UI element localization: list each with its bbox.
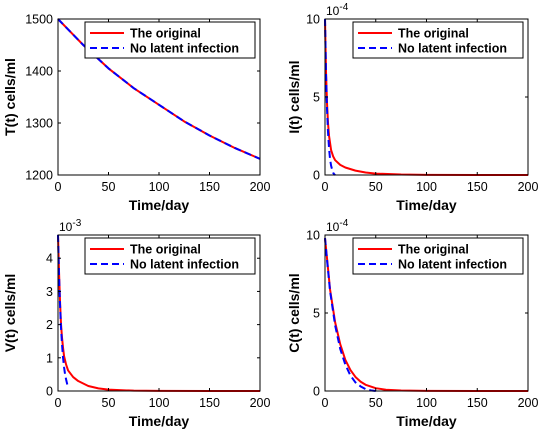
legend-label: The original: [130, 243, 201, 257]
y-axis-multiplier: 10-4: [326, 2, 349, 18]
x-axis-label: Time/day: [129, 197, 190, 213]
x-tick-label: 0: [55, 396, 62, 410]
x-tick-label: 100: [149, 396, 170, 410]
x-tick-label: 0: [322, 180, 329, 194]
x-tick-label: 200: [518, 396, 539, 410]
y-tick-label: 3: [46, 285, 53, 299]
x-axis-label: Time/day: [396, 413, 457, 429]
y-tick-label: 10: [306, 229, 320, 243]
x-tick-label: 0: [55, 180, 62, 194]
y-axis-label: T(t) cells/ml: [2, 58, 18, 136]
y-tick-label: 0: [46, 385, 53, 399]
x-axis-label: Time/day: [129, 413, 190, 429]
x-tick-label: 150: [467, 396, 488, 410]
legend-label: No latent infection: [130, 258, 239, 272]
legend-label: The original: [398, 27, 469, 41]
y-tick-label: 10: [306, 13, 320, 27]
x-tick-label: 150: [467, 180, 488, 194]
y-tick-label: 1: [46, 351, 53, 365]
x-tick-label: 150: [199, 396, 220, 410]
y-tick-label: 0: [313, 385, 320, 399]
x-tick-label: 100: [416, 180, 437, 194]
y-tick-label: 0: [313, 169, 320, 183]
x-tick-label: 200: [518, 180, 539, 194]
x-tick-label: 50: [369, 396, 383, 410]
x-tick-label: 0: [322, 396, 329, 410]
x-tick-label: 150: [199, 180, 220, 194]
t-cells-panel: 0 50 100 150 200 1200 1300 1400 1500 Time/day T(t)…: [2, 13, 270, 214]
y-axis-multiplier: 10-4: [326, 218, 349, 234]
x-tick-label: 100: [149, 180, 170, 194]
x-tick-label: 50: [102, 396, 116, 410]
x-tick-label: 100: [416, 396, 437, 410]
no-latent-series-line: [57, 234, 70, 388]
legend-label: No latent infection: [130, 42, 239, 56]
legend-box: [352, 237, 524, 275]
y-tick-label: 4: [46, 252, 53, 266]
legend-box: [84, 237, 256, 275]
y-axis-label: V(t) cells/ml: [2, 274, 18, 353]
multiplier-exponent: -4: [339, 218, 348, 229]
y-axis-label: C(t) cells/ml: [286, 273, 302, 352]
x-tick-label: 200: [250, 396, 271, 410]
v-cells-panel: 0 50 100 150 200 0 1 2 3 4 Time/day V(t) cells/ml 10…: [2, 218, 270, 429]
legend-label: The original: [130, 27, 201, 41]
legend-label: The original: [398, 243, 469, 257]
multiplier-base: 10: [59, 220, 73, 234]
multiplier-base: 10: [326, 4, 340, 18]
y-tick-label: 1400: [25, 65, 53, 79]
multiplier-exponent: -4: [339, 2, 348, 13]
x-tick-label: 200: [250, 180, 271, 194]
y-tick-label: 2: [46, 318, 53, 332]
x-tick-label: 50: [369, 180, 383, 194]
y-tick-label: 5: [313, 307, 320, 321]
x-axis-label: Time/day: [396, 197, 457, 213]
y-axis-label: I(t) cells/ml: [286, 60, 302, 133]
legend-box: [84, 21, 256, 59]
no-latent-series-line: [324, 238, 376, 392]
legend-box: [352, 21, 524, 59]
y-tick-label: 1500: [25, 13, 53, 27]
no-latent-series-line: [57, 18, 261, 160]
no-latent-series-line: [324, 18, 336, 176]
y-tick-label: 5: [313, 91, 320, 105]
legend-label: No latent infection: [398, 42, 507, 56]
multiplier-base: 10: [326, 220, 340, 234]
y-tick-label: 1200: [25, 169, 53, 183]
multiplier-exponent: -3: [72, 218, 81, 229]
legend-label: No latent infection: [398, 258, 507, 272]
y-tick-label: 1300: [25, 117, 53, 131]
y-axis-multiplier: 10-3: [59, 218, 82, 234]
x-tick-label: 50: [102, 180, 116, 194]
